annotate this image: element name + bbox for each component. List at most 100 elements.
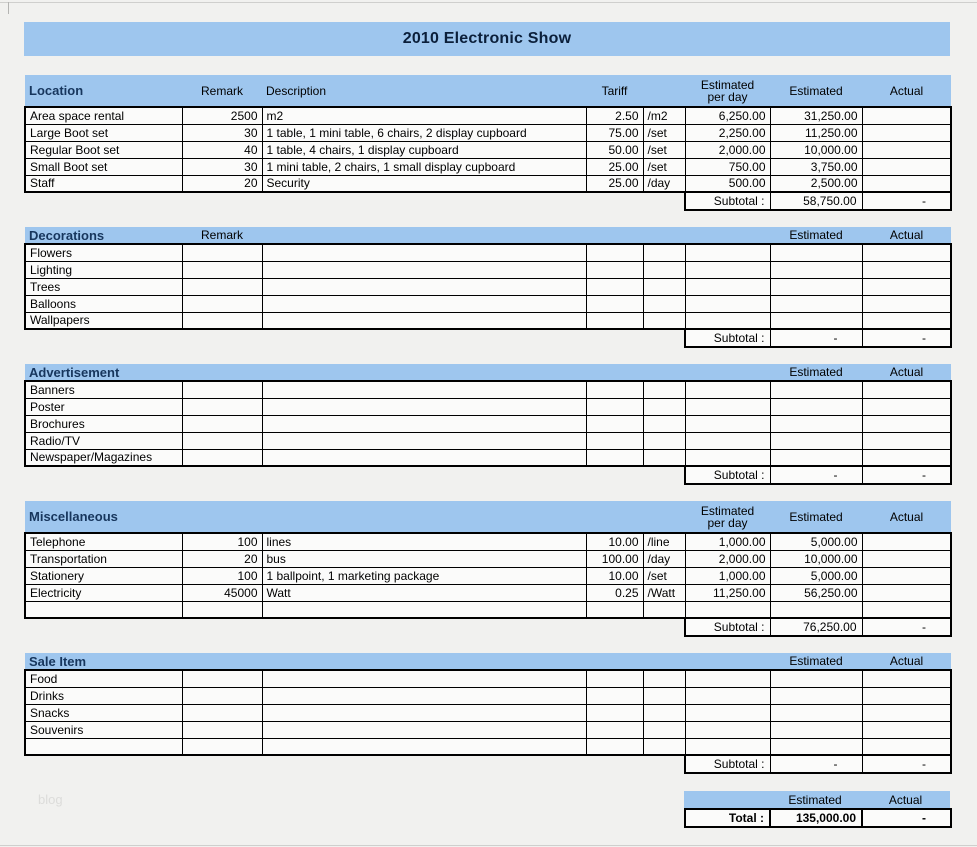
cell-actual [861, 720, 952, 739]
cell-estimated [769, 260, 863, 279]
cell-remark: 2500 [181, 106, 263, 125]
subtotal-actual-value: - [861, 330, 952, 348]
cell-description: Security [261, 174, 587, 193]
cell-tariff [585, 277, 644, 296]
col-header-tariff [586, 227, 643, 244]
cell-per_day [684, 311, 771, 330]
cell-estimated: 2,500.00 [769, 174, 863, 193]
col-header-miscellaneous: Miscellaneous [25, 501, 182, 533]
col-header-remark [182, 501, 262, 533]
cell-actual [861, 380, 952, 399]
cell-description [261, 414, 587, 433]
total-actual-value: - [861, 808, 952, 828]
cell-remark: 100 [181, 532, 263, 551]
watermark: blog [38, 792, 63, 807]
section-title: Location [29, 83, 84, 98]
table-row: Lighting [24, 260, 952, 279]
cell-per_day [684, 414, 771, 433]
cell-unit [642, 380, 686, 399]
location-header-row: Location Remark Description Tariff Estimated… [25, 75, 951, 107]
cell-actual [861, 703, 952, 722]
cell-per_day [684, 720, 771, 739]
table-row: Regular Boot set 40 1 table, 4 chairs, 1 d… [24, 140, 952, 159]
cell-description [261, 397, 587, 416]
cell-tariff: 10.00 [585, 566, 644, 585]
cell-per_day: 2,000.00 [684, 549, 771, 568]
cell-tariff [585, 669, 644, 688]
cell-remark [181, 260, 263, 279]
cell-unit [642, 686, 686, 705]
table-row: Balloons [24, 294, 952, 313]
cell-unit [642, 414, 686, 433]
cell-item: Small Boot set [24, 157, 183, 176]
total-row: Total : 135,000.00 - [684, 808, 952, 828]
col-header-description [262, 227, 586, 244]
cell-per_day [684, 380, 771, 399]
section-title: Sale Item [29, 653, 87, 669]
cell-per_day [684, 431, 771, 450]
cell-remark: 40 [181, 140, 263, 159]
table-row: Poster [24, 397, 952, 416]
cell-remark [181, 311, 263, 330]
cell-per_day [684, 703, 771, 722]
estimated-per-day-lines: Estimated per day [689, 79, 766, 103]
advertisement-header-row: Advertisement Estimated Actual [25, 364, 951, 381]
cell-item: Brochures [24, 414, 183, 433]
cell-description [261, 686, 587, 705]
miscellaneous-header-row: Miscellaneous Estimated per day Estimated Ac… [25, 501, 951, 533]
per-day-line1: Estimated [700, 503, 755, 518]
cell-remark: 30 [181, 157, 263, 176]
subtotal-estimated-value: - [769, 467, 863, 485]
cell-remark [181, 669, 263, 688]
col-header-estimated-per-day [685, 364, 770, 381]
cell-remark [181, 380, 263, 399]
table-row: Electricity 45000 Watt 0.25/Watt 11,250.00 56… [24, 583, 952, 602]
cell-actual [861, 414, 952, 433]
cell-item: Telephone [24, 532, 183, 551]
col-header-actual: Actual [862, 75, 951, 107]
subtotal-estimated-value: - [769, 756, 863, 774]
cell-unit: /set [642, 123, 686, 142]
table-row: Newspaper/Magazines [24, 448, 952, 467]
total-header-estimated: Estimated [769, 791, 861, 808]
col-header-remark [182, 653, 262, 670]
estimated-per-day-lines: Estimated per day [689, 505, 766, 529]
cell-actual [861, 157, 952, 176]
col-header-unit [643, 653, 685, 670]
miscellaneous-table: Miscellaneous Estimated per day Estimated Ac… [24, 501, 952, 619]
cell-actual [861, 549, 952, 568]
cell-actual [861, 106, 952, 125]
cell-unit [642, 600, 686, 619]
col-header-estimated: Estimated [770, 364, 862, 381]
cell-tariff: 0.25 [585, 583, 644, 602]
subtotal-row: Subtotal :58,750.00- [684, 193, 952, 211]
col-header-actual: Actual [862, 501, 951, 533]
cell-description: m2 [261, 106, 587, 125]
col-header-estimated: Estimated [770, 653, 862, 670]
cell-estimated [769, 277, 863, 296]
cell-unit [642, 397, 686, 416]
cell-actual [861, 669, 952, 688]
col-header-description [262, 364, 586, 381]
cell-per_day [684, 448, 771, 467]
cell-description: bus [261, 549, 587, 568]
table-row: Stationery 100 1 ballpoint, 1 marketing pa… [24, 566, 952, 585]
cell-description [261, 600, 587, 619]
col-header-estimated-per-day [685, 653, 770, 670]
col-header-tariff [586, 501, 643, 533]
cell-remark: 20 [181, 174, 263, 193]
cell-item: Lighting [24, 260, 183, 279]
cell-per_day [684, 260, 771, 279]
subtotal-actual-value: - [861, 467, 952, 485]
decorations-subtotal: Subtotal :-- [684, 330, 952, 348]
cell-remark [181, 431, 263, 450]
cell-description [261, 277, 587, 296]
cell-remark [181, 294, 263, 313]
cell-item: Staff [24, 174, 183, 193]
per-day-line2: per day [707, 89, 748, 104]
table-row: Banners [24, 380, 952, 399]
cell-per_day [684, 600, 771, 619]
col-header-estimated: Estimated [770, 227, 862, 244]
cell-actual [861, 600, 952, 619]
cell-actual [861, 566, 952, 585]
